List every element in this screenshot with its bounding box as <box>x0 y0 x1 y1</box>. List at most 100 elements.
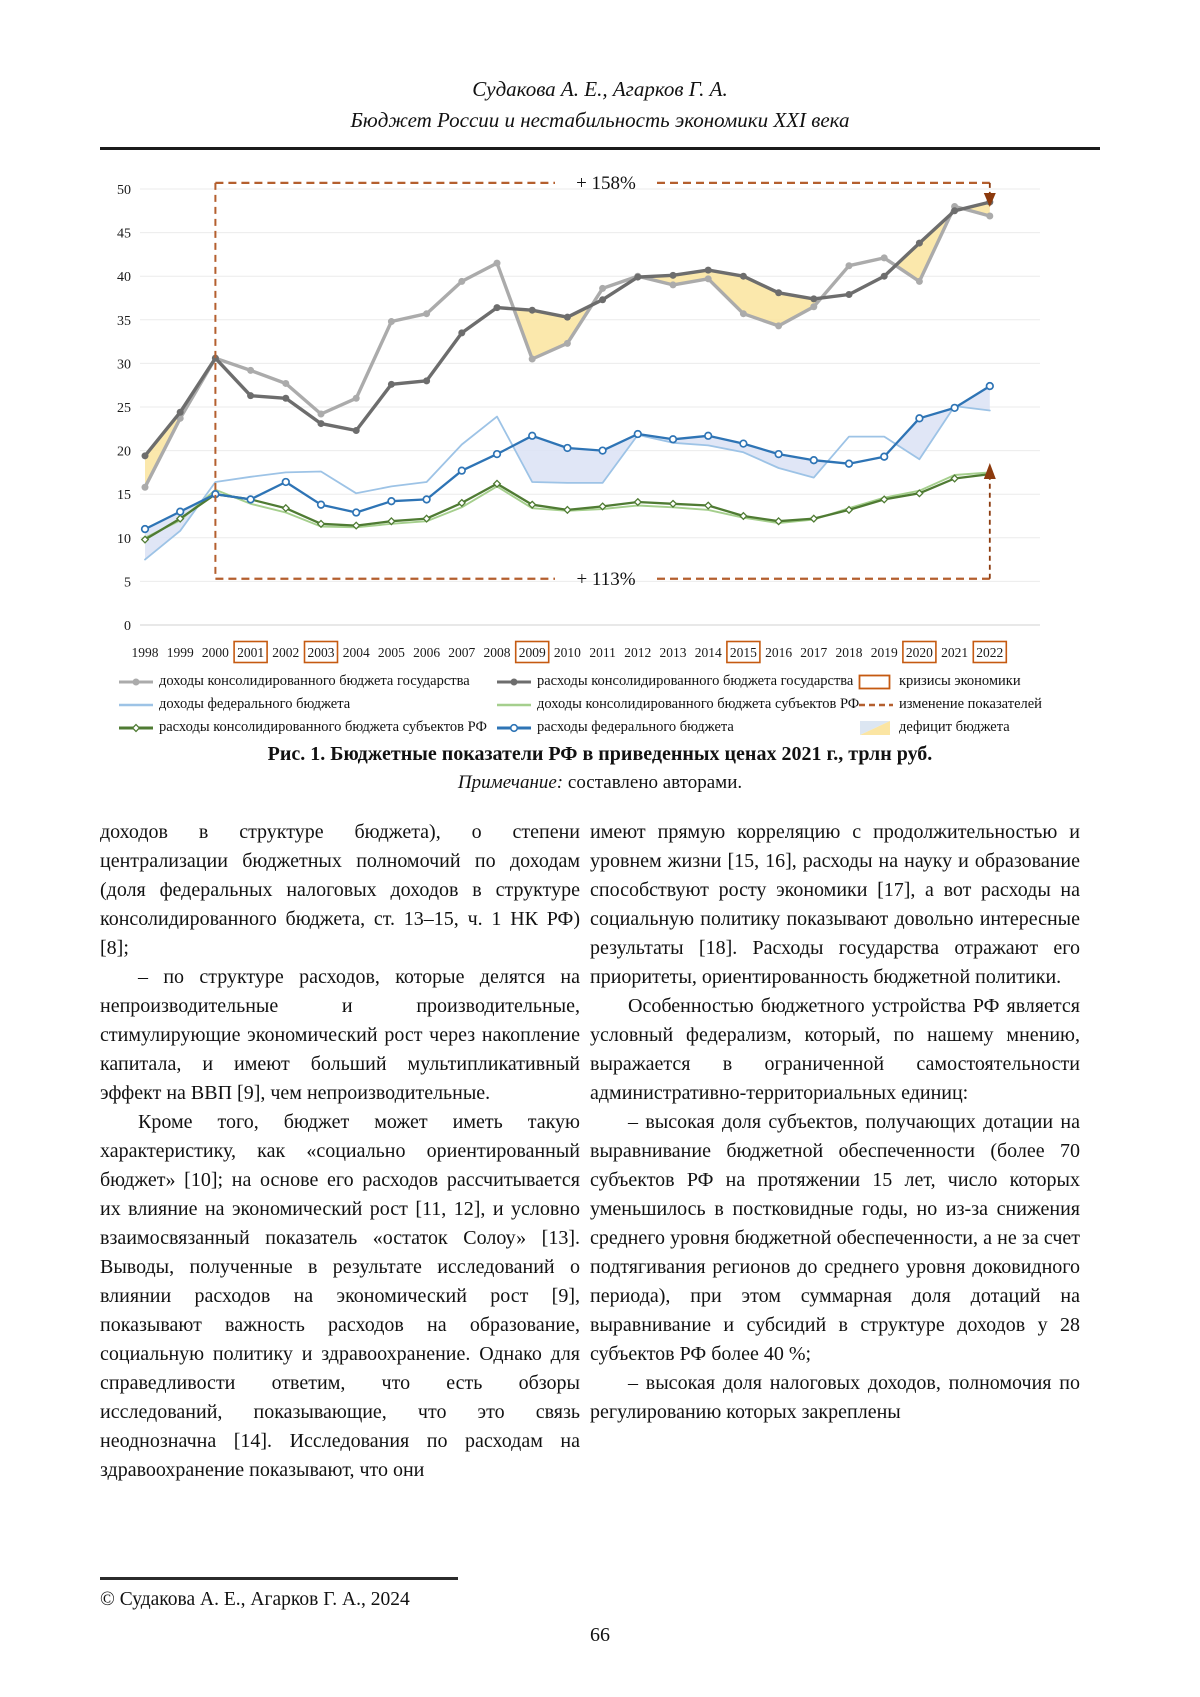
data-point <box>844 459 854 468</box>
line-dot-swatch <box>119 678 153 685</box>
crisis-year-box <box>972 640 1008 664</box>
line-swatch <box>497 703 531 706</box>
data-point <box>247 392 255 400</box>
data-point <box>704 275 712 283</box>
data-point <box>880 254 888 262</box>
box-swatch <box>858 674 891 689</box>
data-point <box>246 495 255 504</box>
x-tick-label: 2002 <box>272 645 299 660</box>
data-point <box>704 266 712 274</box>
data-point <box>775 289 783 297</box>
x-tick-label: 1998 <box>132 645 159 660</box>
legend-label: расходы федерального бюджета <box>537 719 734 735</box>
data-point <box>704 431 713 440</box>
data-point <box>493 304 501 312</box>
paragraph: – по структуре расходов, которые делятся… <box>100 966 580 1104</box>
data-point <box>352 508 361 517</box>
data-point <box>563 505 572 515</box>
data-point <box>528 355 536 363</box>
deficit-fill <box>642 270 821 326</box>
deficit-fill <box>896 408 953 460</box>
data-point <box>950 474 959 483</box>
data-point <box>387 380 395 388</box>
data-point <box>563 443 572 453</box>
legend-item: доходы консолидированного бюджета субъек… <box>496 696 859 713</box>
legend-label: расходы консолидированного бюджета госуд… <box>537 673 854 689</box>
legend-item: расходы консолидированного бюджета госуд… <box>496 673 858 690</box>
y-tick-label: 45 <box>117 227 131 242</box>
data-point <box>810 303 818 311</box>
data-point <box>915 277 923 285</box>
legend-label: изменение показателей <box>899 696 1042 712</box>
data-point <box>528 306 536 314</box>
data-point <box>316 500 326 509</box>
deficit-swatch <box>860 720 890 735</box>
data-point <box>492 479 502 488</box>
data-point <box>352 427 360 435</box>
figure-note: Примечание: составлено авторами. <box>100 772 1100 794</box>
data-point <box>352 394 360 402</box>
line-swatch <box>119 703 153 706</box>
line-diamond-swatch <box>119 723 153 732</box>
x-tick-label: 2018 <box>836 645 863 660</box>
note-text: составлено авторами. <box>563 772 743 793</box>
data-point <box>176 507 185 516</box>
data-point <box>950 403 959 413</box>
x-tick-label: 2013 <box>660 645 687 660</box>
data-point <box>915 239 923 247</box>
data-point <box>563 313 571 321</box>
data-point <box>387 318 395 326</box>
data-point <box>668 499 678 509</box>
paragraph: – высокая доля налоговых доходов, полном… <box>590 1372 1080 1423</box>
figure-caption: Рис. 1. Бюджетные показатели РФ в привед… <box>267 743 933 765</box>
x-tick-label: 2006 <box>413 645 440 660</box>
data-point <box>423 310 431 318</box>
data-point <box>985 381 994 391</box>
data-point <box>316 519 326 529</box>
data-point <box>141 483 149 491</box>
x-tick-label: 2011 <box>589 645 616 660</box>
data-point <box>282 379 290 387</box>
data-point <box>986 212 994 220</box>
data-point <box>458 277 466 285</box>
x-tick-label: 1999 <box>167 645 194 660</box>
x-tick-label: 2017 <box>800 645 827 660</box>
data-point <box>563 339 571 347</box>
data-point <box>634 273 642 281</box>
x-tick-label: 2022 <box>976 645 1003 660</box>
budget-chart: 0 5 10 15 20 25 30 35 40 45 50 1998 1999 2000 2001 2002… <box>95 160 1105 665</box>
data-point <box>351 521 361 530</box>
data-point <box>809 514 819 523</box>
x-tick-label: 2004 <box>343 645 370 660</box>
data-point <box>140 535 150 544</box>
data-point <box>775 322 783 330</box>
x-tick-label: 2008 <box>484 645 511 660</box>
text-column-right: имеют прямую корреляцию с продолжительно… <box>590 818 1080 1427</box>
x-tick-label: 2001 <box>237 645 264 660</box>
data-point <box>282 394 290 402</box>
paper-header: Судакова А. Е., Агарков Г. А. Бюджет Рос… <box>0 74 1200 136</box>
data-point <box>668 435 678 444</box>
y-tick-label: 15 <box>117 488 131 503</box>
data-point <box>915 489 924 498</box>
data-point <box>176 408 184 416</box>
paragraph: имеют прямую корреляцию с продолжительно… <box>590 821 1080 988</box>
data-point <box>879 495 889 504</box>
data-point <box>669 281 677 289</box>
series-line-2 <box>144 405 991 561</box>
data-point <box>493 259 501 267</box>
dash-swatch <box>859 703 893 706</box>
x-tick-label: 2019 <box>871 645 898 660</box>
legend-item: доходы федерального бюджета <box>118 696 496 713</box>
arrow-down-icon <box>983 193 996 207</box>
x-tick-label: 2005 <box>378 645 405 660</box>
data-point <box>880 452 889 461</box>
data-point <box>774 517 783 526</box>
data-point <box>211 354 219 362</box>
data-point <box>140 524 150 534</box>
data-point <box>422 495 431 504</box>
data-point <box>739 272 747 280</box>
legend-label: расходы консолидированного бюджета субъе… <box>159 719 487 735</box>
x-tick-label: 2015 <box>730 645 757 660</box>
paragraph: Кроме того, бюджет может иметь такую хар… <box>100 1111 580 1481</box>
